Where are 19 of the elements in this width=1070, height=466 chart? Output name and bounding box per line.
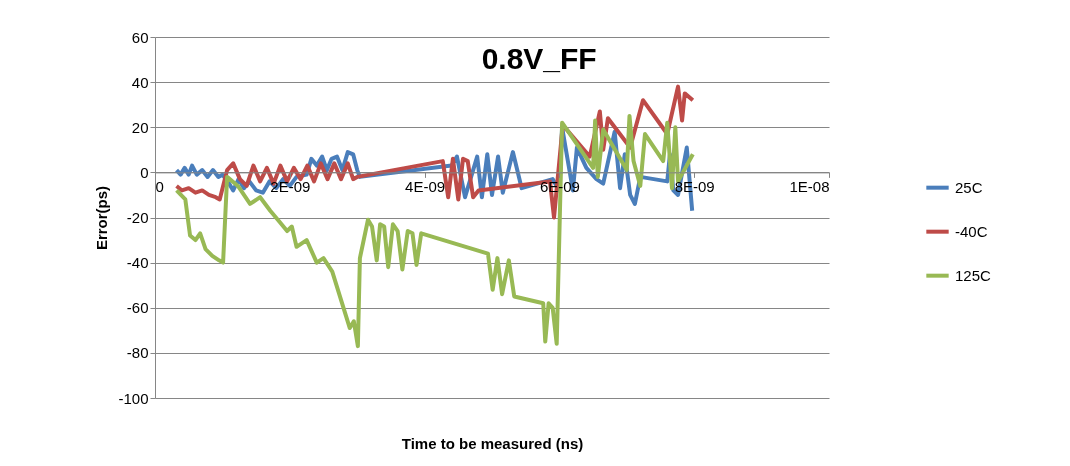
x-tick-label: 0	[155, 177, 164, 195]
y-tick-label: 20	[131, 118, 149, 136]
legend-label: -40C	[955, 222, 988, 240]
y-tick-label: 60	[131, 28, 149, 46]
y-tick-label: -20	[126, 209, 149, 226]
y-tick-label: -40	[126, 254, 149, 272]
y-tick-label: 0	[140, 163, 149, 181]
y-tick-label: 40	[131, 73, 149, 91]
x-axis-title: Time to be measured (ns)	[401, 434, 584, 452]
chart-title: 0.8V_FF	[481, 42, 597, 75]
x-tick-label: 2E-09	[270, 177, 311, 195]
legend-label: 25C	[955, 178, 983, 196]
y-tick-label: -80	[126, 344, 149, 362]
y-axis-title: Error(ps)	[93, 185, 111, 251]
x-tick-label: 4E-09	[405, 177, 446, 195]
x-tick-label: 1E-08	[789, 177, 830, 195]
y-tick-label: -60	[126, 299, 149, 317]
y-tick-label: -100	[118, 389, 149, 407]
legend-label: 125C	[955, 266, 992, 284]
